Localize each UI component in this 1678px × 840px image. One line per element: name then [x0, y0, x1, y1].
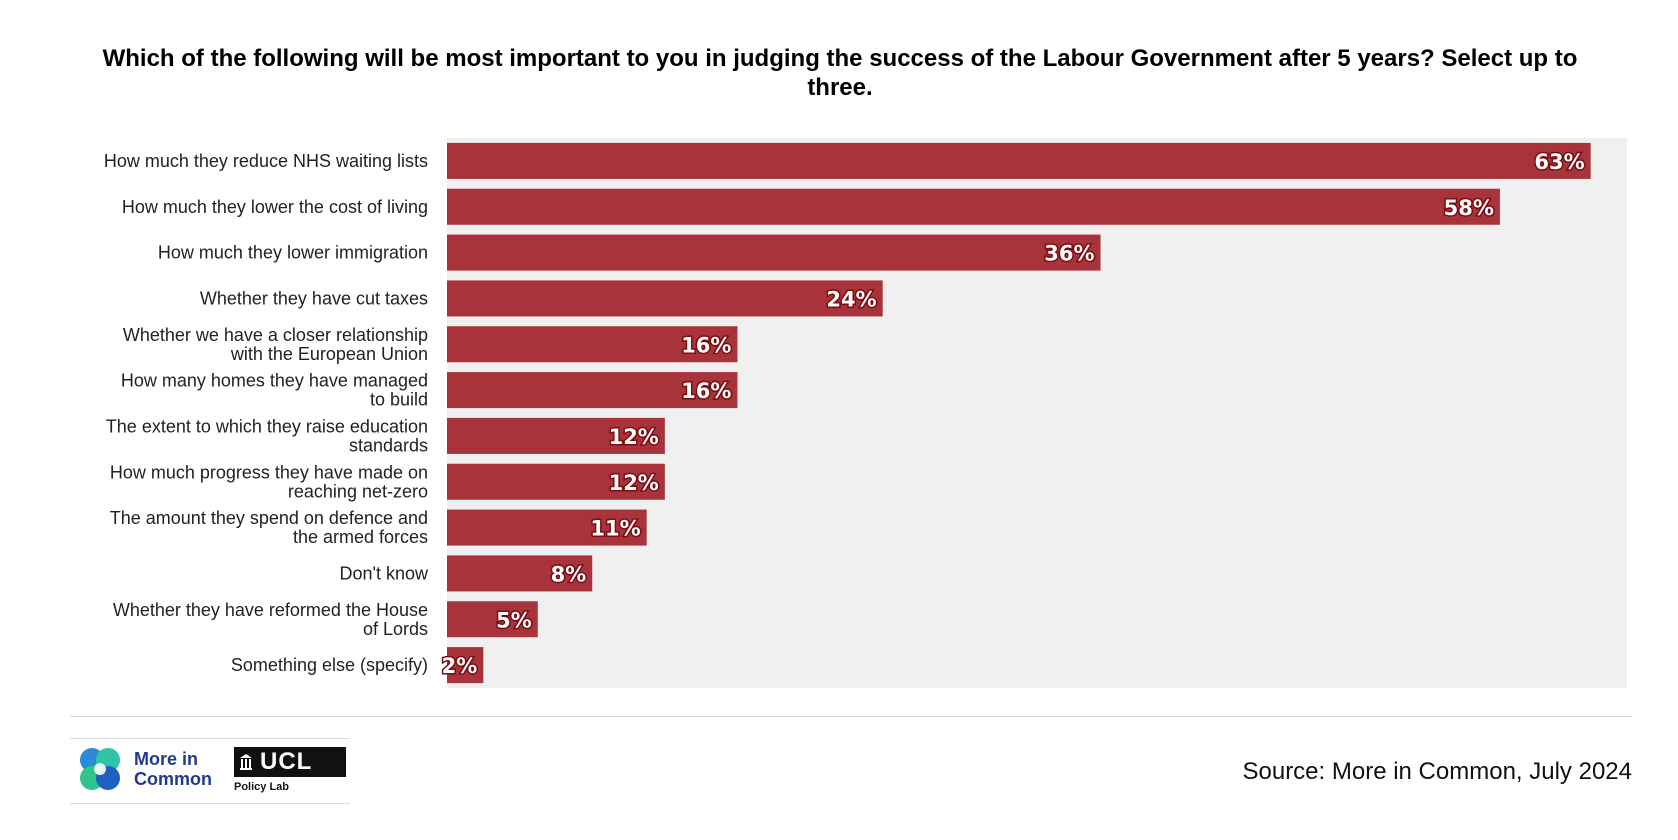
ucl-logo: UCL Policy Lab: [234, 747, 346, 793]
ucl-logo-text: UCL: [260, 748, 313, 775]
category-label: The amount they spend on defence and the …: [110, 508, 428, 547]
bar-value-label: 16%: [681, 333, 731, 357]
bar: [447, 326, 738, 363]
bar: [447, 280, 883, 317]
bar-value-label: 63%: [1534, 150, 1584, 174]
bar: [447, 188, 1500, 225]
category-label: How many homes they have managed to build: [121, 371, 428, 410]
bar: [447, 509, 647, 546]
category-label: Something else (specify): [231, 655, 428, 675]
bar-chart: 63% How much they reduce NHS waiting list…: [104, 138, 1627, 688]
bar-value-label: 11%: [590, 517, 640, 541]
bar-value-label: 5%: [496, 608, 532, 632]
source-note: Source: More in Common, July 2024: [1242, 758, 1632, 785]
bar-value-label: 8%: [551, 562, 587, 586]
plot-background: [447, 138, 1627, 688]
category-label: Whether they have cut taxes: [200, 288, 428, 308]
category-label: Don't know: [340, 563, 429, 583]
chart-title: Which of the following will be most impo…: [102, 45, 1578, 101]
portico-icon: [240, 754, 252, 770]
bar: [447, 234, 1101, 271]
bar: [447, 555, 593, 592]
category-label: How much they lower the cost of living: [122, 197, 428, 217]
bar-value-label: 58%: [1444, 196, 1494, 220]
category-label: How much they reduce NHS waiting lists: [104, 151, 428, 171]
category-label: How much progress they have made on reach…: [110, 462, 428, 501]
bar-value-label: 36%: [1044, 242, 1094, 266]
more-in-common-logo-icon: [80, 748, 120, 790]
bar: [447, 601, 538, 638]
more-in-common-logo-text: More in Common: [134, 749, 212, 789]
category-label: How much they lower immigration: [158, 243, 428, 263]
footer-divider: [70, 716, 1632, 717]
bar: [447, 142, 1591, 179]
bar: [447, 372, 738, 409]
bar-value-label: 12%: [609, 471, 659, 495]
category-label: Whether they have reformed the House of L…: [113, 600, 428, 639]
logo-strip: More in Common UCL Policy Lab: [70, 738, 350, 804]
category-label: The extent to which they raise education…: [106, 416, 428, 455]
bar-value-label: 16%: [681, 379, 731, 403]
ucl-logo-subtitle: Policy Lab: [234, 781, 290, 793]
category-label: Whether we have a closer relationship wit…: [123, 325, 428, 364]
ucl-logo-block: UCL: [234, 747, 346, 777]
bar-value-label: 2%: [442, 654, 478, 678]
bar-value-label: 12%: [609, 425, 659, 449]
bar-value-label: 24%: [826, 287, 876, 311]
bar: [447, 647, 484, 684]
bar: [447, 417, 665, 454]
bar: [447, 463, 665, 500]
